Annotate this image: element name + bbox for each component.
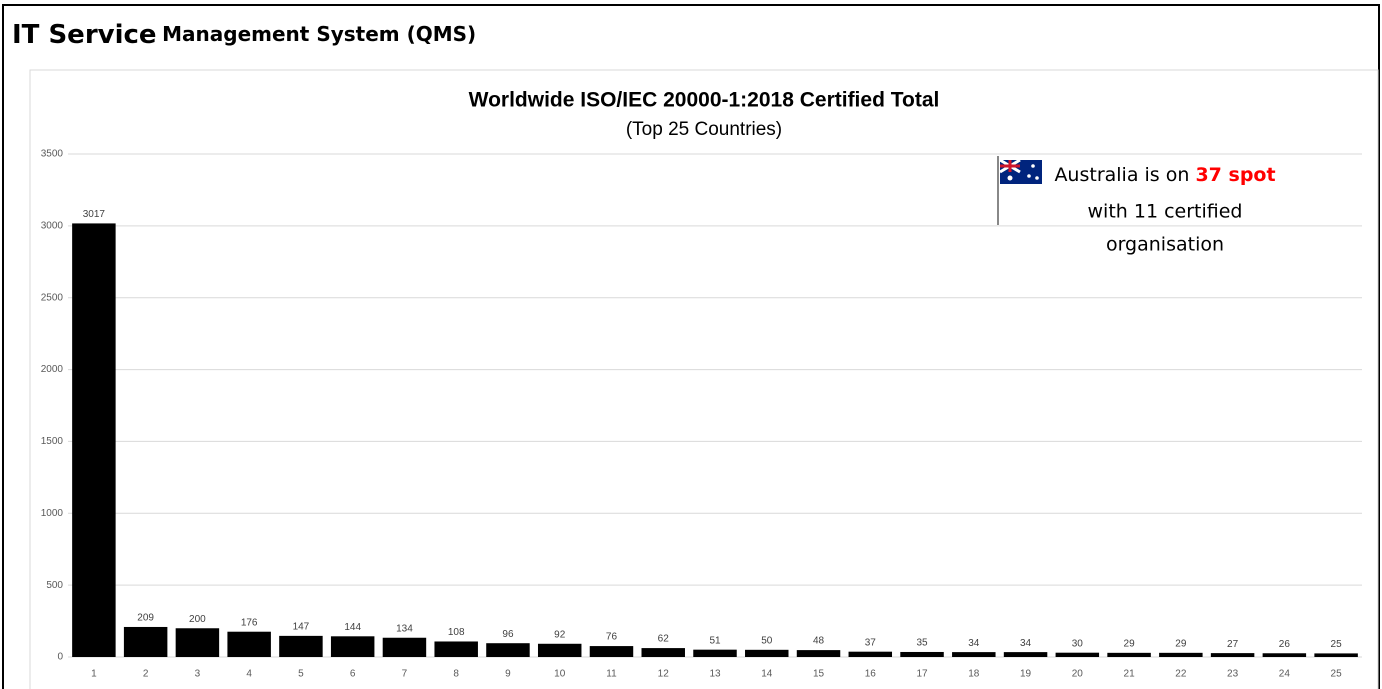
bar	[175, 628, 220, 657]
value-label: 30	[1072, 638, 1084, 649]
y-tick-label: 0	[57, 652, 63, 663]
x-tick-label: 22	[1175, 669, 1187, 680]
value-label: 3017	[83, 209, 106, 220]
x-tick-label: 1	[91, 669, 97, 680]
annotation-line: with 11 certified	[1088, 201, 1243, 223]
value-label: 37	[865, 637, 877, 648]
bar	[900, 651, 944, 657]
annotation-line: organisation	[1106, 234, 1224, 256]
value-label: 50	[761, 635, 773, 646]
x-tick-label: 14	[761, 669, 773, 680]
bar	[72, 223, 116, 657]
bar	[279, 635, 323, 657]
bar	[382, 637, 427, 657]
x-tick-label: 9	[505, 669, 511, 680]
value-label: 25	[1331, 639, 1343, 650]
value-label: 27	[1227, 639, 1239, 650]
y-tick-label: 3000	[41, 220, 64, 231]
flag	[997, 156, 1042, 225]
value-label: 62	[658, 634, 670, 645]
value-label: 35	[916, 638, 928, 649]
bar	[1159, 652, 1203, 657]
bar	[1107, 652, 1151, 657]
value-label: 96	[502, 629, 514, 640]
x-tick-label: 19	[1020, 669, 1032, 680]
x-tick-label: 15	[813, 669, 825, 680]
chart-title: Worldwide ISO/IEC 20000-1:2018 Certified…	[469, 89, 940, 112]
value-label: 200	[189, 614, 206, 625]
bar	[1210, 653, 1255, 657]
x-tick-label: 6	[350, 669, 356, 680]
y-tick-label: 1000	[41, 508, 64, 519]
value-label: 134	[396, 623, 413, 634]
x-tick-label: 25	[1331, 669, 1343, 680]
header-rest: Management System (QMS)	[162, 22, 476, 46]
header-lead: IT Service	[12, 20, 157, 50]
bar	[123, 626, 168, 657]
x-tick-label: 13	[709, 669, 721, 680]
value-label: 29	[1175, 638, 1187, 649]
x-tick-label: 3	[195, 669, 201, 680]
bar	[952, 652, 996, 657]
value-label: 48	[813, 636, 825, 647]
x-tick-label: 24	[1279, 669, 1291, 680]
bar	[1003, 652, 1048, 657]
value-label: 144	[344, 622, 361, 633]
bar	[537, 643, 582, 657]
value-label: 147	[293, 622, 310, 633]
x-tick-label: 7	[402, 669, 408, 680]
value-label: 34	[968, 638, 980, 649]
x-tick-label: 23	[1227, 669, 1239, 680]
value-label: 209	[137, 613, 154, 624]
chart-frame	[29, 69, 1379, 689]
bar	[796, 650, 841, 657]
value-label: 92	[554, 629, 566, 640]
y-tick-label: 2500	[41, 292, 64, 303]
x-tick-label: 20	[1072, 669, 1084, 680]
x-tick-label: 4	[246, 669, 252, 680]
bar	[848, 651, 893, 657]
header-title: IT Service Management System (QMS)	[12, 20, 476, 50]
y-tick-label: 3500	[41, 149, 64, 160]
x-tick-label: 17	[916, 669, 928, 680]
bar	[434, 641, 478, 657]
annotation-text: Australia is on	[1054, 164, 1189, 186]
value-label: 29	[1124, 638, 1136, 649]
annotation-highlight: 37 spot	[1195, 164, 1275, 186]
x-tick-label: 5	[298, 669, 304, 680]
bar	[486, 643, 530, 657]
bar	[330, 636, 375, 657]
value-label: 176	[241, 617, 258, 628]
bar	[1055, 652, 1100, 657]
y-tick-label: 2000	[41, 364, 64, 375]
bar	[693, 649, 737, 657]
bar	[1262, 653, 1307, 657]
y-tick-label: 500	[46, 580, 63, 591]
bar	[745, 649, 789, 657]
x-tick-label: 12	[658, 669, 670, 680]
bar	[1314, 653, 1358, 657]
bar	[589, 646, 634, 657]
x-tick-label: 8	[453, 669, 459, 680]
value-label: 34	[1020, 638, 1032, 649]
x-tick-label: 10	[554, 669, 566, 680]
x-tick-label: 11	[606, 669, 617, 680]
chart-subtitle: (Top 25 Countries)	[626, 119, 782, 140]
value-label: 26	[1279, 639, 1291, 650]
x-tick-label: 21	[1124, 669, 1136, 680]
y-tick-label: 1500	[41, 436, 64, 447]
x-tick-label: 18	[968, 669, 980, 680]
value-label: 108	[448, 627, 465, 638]
annotation-line: Australia is on 37 spot	[1054, 164, 1275, 186]
value-label: 51	[709, 635, 721, 646]
bar	[227, 631, 271, 657]
x-tick-label: 16	[865, 669, 877, 680]
x-tick-label: 2	[143, 669, 149, 680]
value-label: 76	[606, 632, 618, 643]
bar	[641, 648, 685, 657]
